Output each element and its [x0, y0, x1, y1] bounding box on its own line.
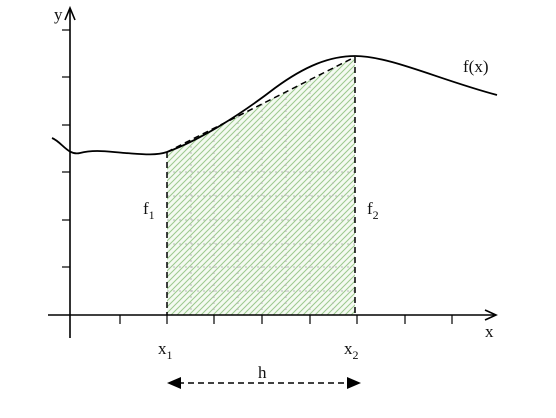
curve-label: f(x)	[463, 57, 488, 76]
axes	[48, 5, 498, 338]
x-axis-label: x	[485, 322, 494, 341]
function-curve	[51, 55, 498, 156]
subscript: 2	[373, 208, 379, 222]
arrow-head	[167, 377, 181, 389]
f2-label: f2	[367, 199, 379, 222]
trapezoid-edges	[166, 56, 356, 384]
f1-label: f1	[143, 199, 155, 222]
ticks	[62, 29, 453, 324]
subscript: 1	[167, 348, 173, 362]
base: x	[344, 339, 353, 358]
base: f	[367, 199, 373, 218]
trapezoid-area	[167, 57, 355, 315]
x2-label: x2	[344, 339, 359, 362]
subscript: 2	[353, 348, 359, 362]
subscript: 1	[149, 208, 155, 222]
arrow-head	[347, 377, 361, 389]
h-label: h	[258, 363, 267, 382]
area-grid	[167, 68, 355, 315]
x1-label: x1	[158, 339, 173, 362]
base: f	[143, 199, 149, 218]
y-axis-label: y	[54, 5, 63, 24]
base: x	[158, 339, 167, 358]
